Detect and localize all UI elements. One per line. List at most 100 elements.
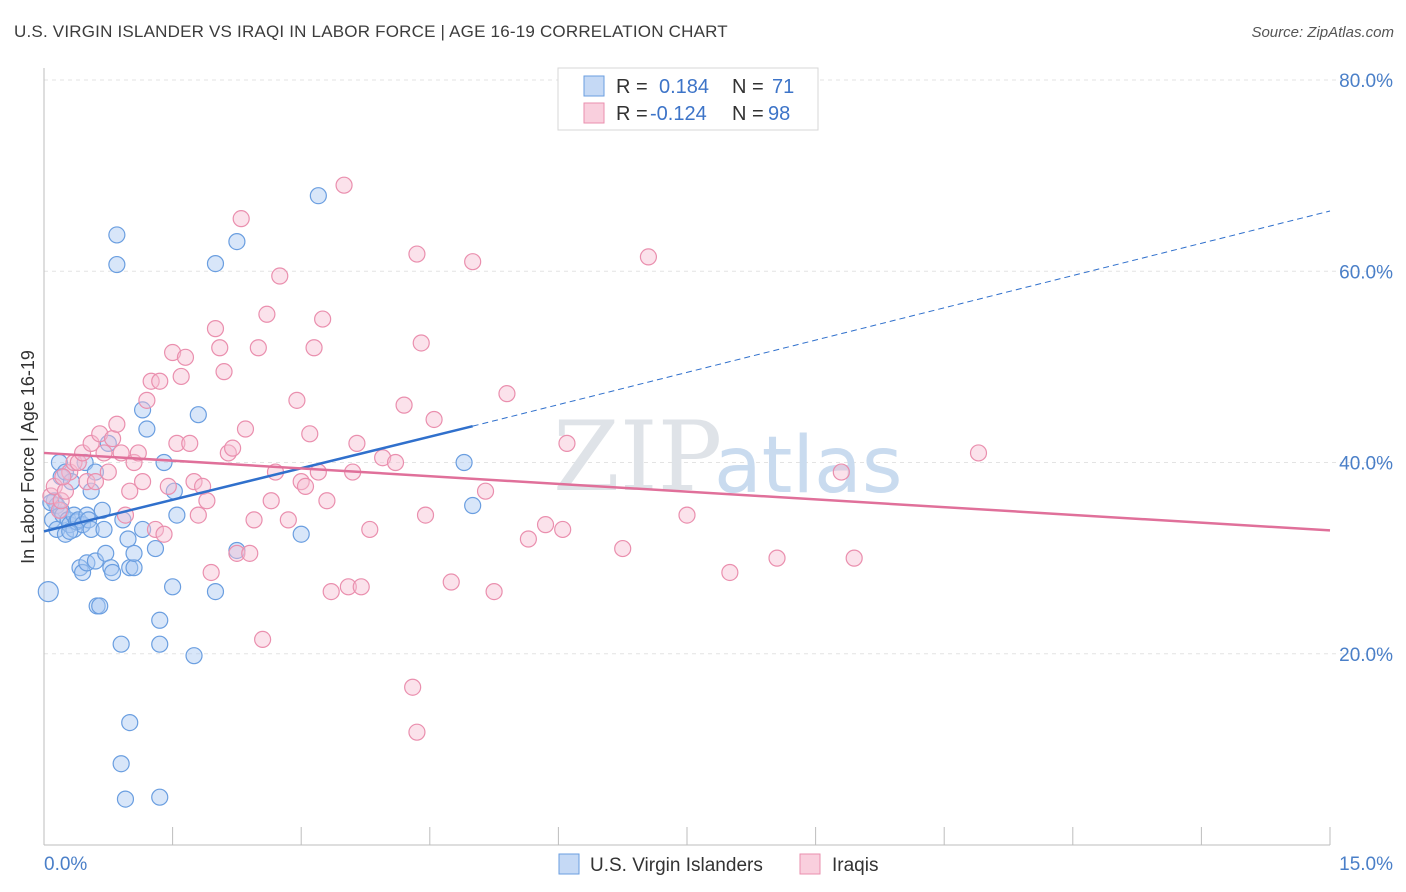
point-iraqis-52 xyxy=(262,492,280,510)
x-tick-label-min: 0.0% xyxy=(44,854,87,875)
point-iraqis-16 xyxy=(108,415,126,433)
point-iraqis-33 xyxy=(181,434,199,452)
point-us-virgin-islanders-56 xyxy=(164,578,182,596)
point-iraqis-29 xyxy=(164,343,182,362)
point-us-virgin-islanders-62 xyxy=(206,582,225,601)
legend-n-label-2: N = xyxy=(732,103,764,125)
point-us-virgin-islanders-70 xyxy=(61,522,79,540)
point-iraqis-55 xyxy=(279,511,297,529)
point-iraqis-74 xyxy=(404,678,422,696)
point-iraqis-89 xyxy=(614,539,632,558)
point-us-virgin-islanders-32 xyxy=(95,520,113,539)
point-iraqis-26 xyxy=(151,372,169,390)
point-iraqis-31 xyxy=(172,367,190,386)
point-iraqis-43 xyxy=(224,439,242,457)
point-us-virgin-islanders-0 xyxy=(37,580,59,603)
x-tick-labels: 0.0% 15.0% xyxy=(44,854,1393,875)
watermark-zip: ZIP xyxy=(553,401,722,513)
point-us-virgin-islanders-55 xyxy=(155,453,173,472)
point-iraqis-94 xyxy=(832,463,850,481)
legend-r-label-2: R = xyxy=(616,103,648,125)
chart-title: U.S. VIRGIN ISLANDER VS IRAQI IN LABOR F… xyxy=(14,22,728,41)
point-iraqis-40 xyxy=(211,339,229,357)
point-iraqis-30 xyxy=(168,434,186,452)
point-iraqis-81 xyxy=(464,253,482,271)
point-iraqis-41 xyxy=(215,363,233,381)
legend-top: R = 0.184 N = 71 R = -0.124 N = 98 xyxy=(557,67,819,131)
point-iraqis-21 xyxy=(129,444,147,462)
point-iraqis-22 xyxy=(133,473,152,491)
point-iraqis-39 xyxy=(206,320,225,338)
point-iraqis-86 xyxy=(536,516,555,534)
point-iraqis-28 xyxy=(159,477,177,496)
point-us-virgin-islanders-19 xyxy=(73,563,92,582)
point-iraqis-62 xyxy=(314,310,332,328)
point-iraqis-77 xyxy=(412,334,430,352)
point-iraqis-54 xyxy=(271,267,289,285)
point-iraqis-14 xyxy=(99,463,117,481)
point-iraqis-44 xyxy=(228,544,246,562)
point-iraqis-79 xyxy=(425,410,443,429)
legend-bottom-swatch-blue xyxy=(558,853,580,875)
trend-line-us-virgin-islanders-extension xyxy=(472,210,1331,427)
point-us-virgin-islanders-37 xyxy=(108,226,126,244)
point-iraqis-3 xyxy=(52,492,70,510)
series-iraqis xyxy=(42,176,988,741)
point-iraqis-78 xyxy=(416,506,435,524)
y-tick-labels: 20.0% 40.0% 60.0% 80.0% xyxy=(1339,71,1393,666)
legend-bottom-swatch-pink xyxy=(799,853,821,875)
point-us-virgin-islanders-59 xyxy=(185,647,203,665)
point-iraqis-65 xyxy=(335,176,353,194)
point-us-virgin-islanders-43 xyxy=(119,530,137,548)
point-us-virgin-islanders-47 xyxy=(125,544,143,562)
point-us-virgin-islanders-26 xyxy=(82,520,100,539)
point-us-virgin-islanders-52 xyxy=(151,611,169,629)
point-iraqis-91 xyxy=(678,506,696,524)
point-iraqis-35 xyxy=(189,506,207,524)
point-us-virgin-islanders-60 xyxy=(189,406,207,424)
trend-line-us-virgin-islanders xyxy=(43,424,473,533)
legend-r-label-1: R = xyxy=(616,76,648,98)
series-us-virgin-islanders xyxy=(37,187,482,808)
y-tick-label-1: 40.0% xyxy=(1339,454,1393,475)
point-us-virgin-islanders-30 xyxy=(91,597,109,615)
point-iraqis-95 xyxy=(845,549,863,567)
point-us-virgin-islanders-53 xyxy=(151,788,169,806)
point-iraqis-48 xyxy=(245,511,263,529)
point-us-virgin-islanders-68 xyxy=(464,496,482,515)
point-iraqis-51 xyxy=(258,305,276,323)
point-iraqis-92 xyxy=(721,563,739,582)
point-iraqis-12 xyxy=(91,425,109,443)
point-iraqis-1 xyxy=(45,477,63,496)
grid-lines xyxy=(44,79,1392,655)
point-iraqis-96 xyxy=(969,444,988,462)
y-tick-label-3: 80.0% xyxy=(1339,71,1393,92)
point-iraqis-69 xyxy=(352,578,370,596)
point-iraqis-19 xyxy=(121,482,139,500)
point-us-virgin-islanders-66 xyxy=(309,187,327,205)
point-iraqis-70 xyxy=(361,520,379,539)
point-iraqis-56 xyxy=(288,391,306,409)
point-iraqis-82 xyxy=(476,482,495,500)
point-us-virgin-islanders-61 xyxy=(206,255,225,273)
y-axis-label: In Labor Force | Age 16-19 xyxy=(18,350,38,564)
point-us-virgin-islanders-50 xyxy=(138,420,156,438)
legend-swatch-blue xyxy=(583,75,605,97)
point-us-virgin-islanders-42 xyxy=(116,790,135,808)
point-us-virgin-islanders-54 xyxy=(151,635,169,653)
point-us-virgin-islanders-67 xyxy=(455,453,473,472)
trend-lines xyxy=(43,210,1331,533)
point-us-virgin-islanders-33 xyxy=(97,544,115,562)
point-us-virgin-islanders-40 xyxy=(112,635,130,653)
point-iraqis-66 xyxy=(339,578,357,596)
point-iraqis-32 xyxy=(176,348,195,366)
chart-source: Source: ZipAtlas.com xyxy=(1251,24,1394,41)
point-iraqis-88 xyxy=(558,434,576,452)
point-iraqis-47 xyxy=(241,544,259,562)
legend-n-value-1: 71 xyxy=(772,76,794,98)
point-us-virgin-islanders-49 xyxy=(133,520,152,539)
point-iraqis-4 xyxy=(56,482,75,500)
legend-n-value-2: 98 xyxy=(768,103,790,125)
legend-r-value-1: 0.184 xyxy=(659,76,709,98)
